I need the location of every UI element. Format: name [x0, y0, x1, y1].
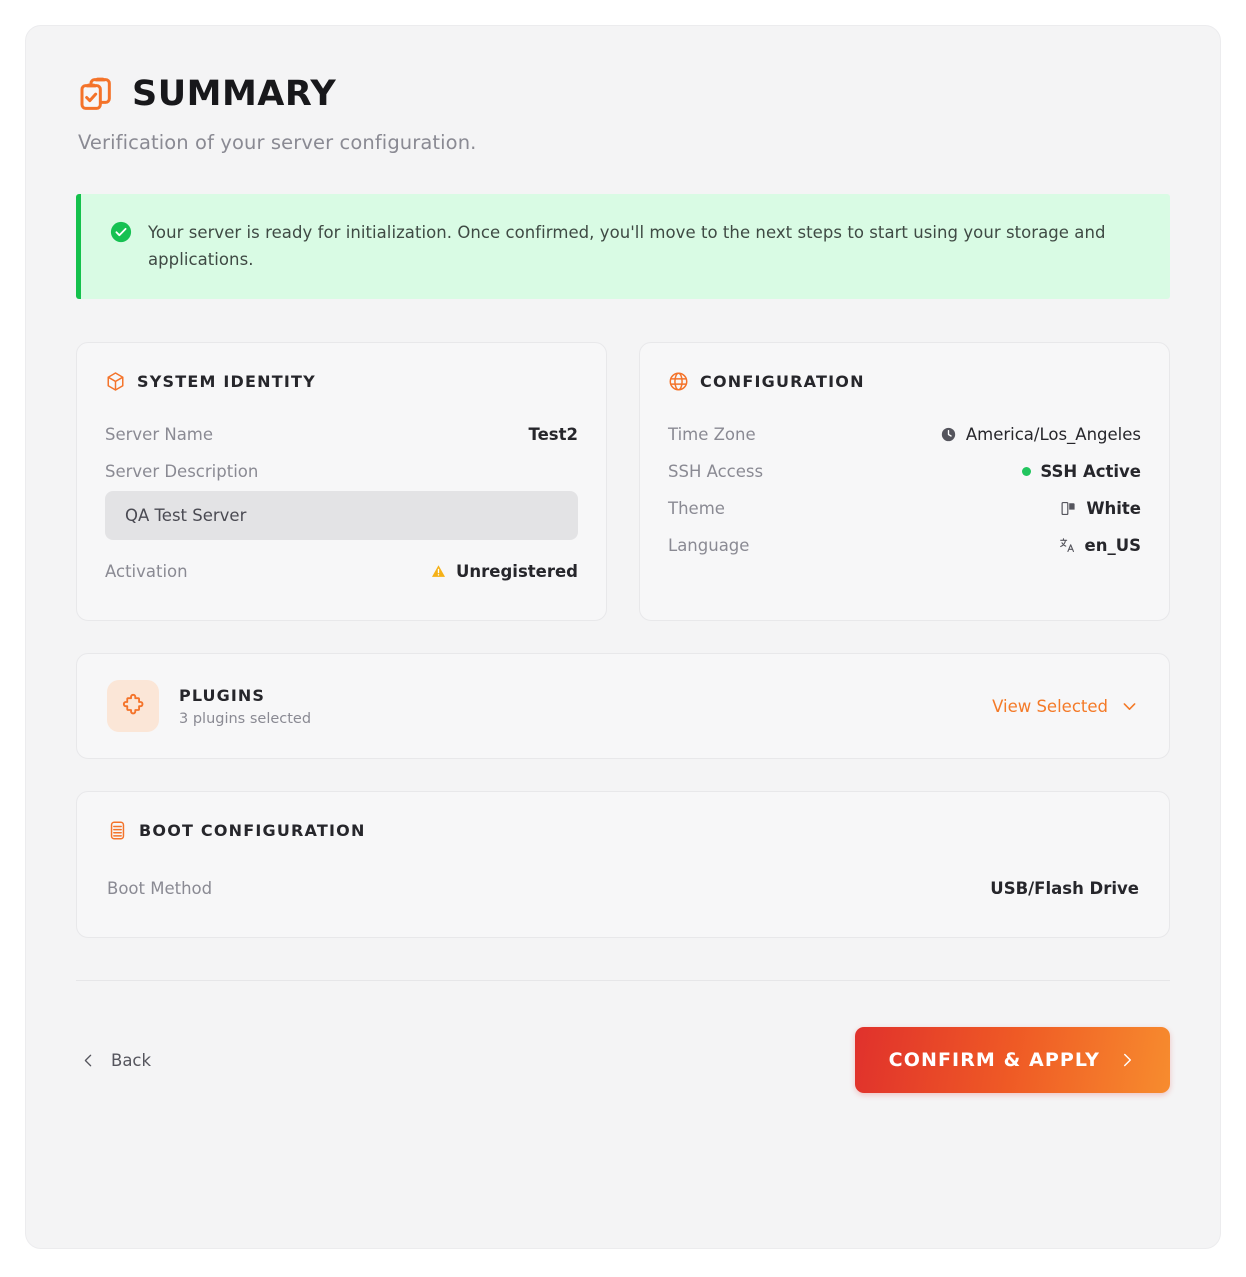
- plugins-strip[interactable]: PLUGINS 3 plugins selected View Selected: [76, 653, 1170, 760]
- chevron-down-icon: [1120, 697, 1139, 716]
- status-banner-text: Your server is ready for initialization.…: [148, 223, 1106, 269]
- ssh-label: SSH Access: [668, 462, 764, 482]
- translate-icon: [1059, 537, 1076, 554]
- activation-row: Activation Unregistered: [105, 540, 578, 590]
- activation-label: Activation: [105, 562, 188, 582]
- back-label: Back: [111, 1050, 152, 1070]
- plugins-text-group: PLUGINS 3 plugins selected: [179, 686, 311, 727]
- clipboard-check-icon: [76, 74, 116, 114]
- ssh-row: SSH Access SSH Active: [668, 453, 1141, 490]
- server-description-field: QA Test Server: [105, 491, 578, 541]
- ssh-value-group: SSH Active: [1022, 462, 1141, 481]
- system-identity-title: SYSTEM IDENTITY: [137, 372, 316, 392]
- theme-label: Theme: [668, 499, 725, 519]
- confirm-and-apply-button[interactable]: CONFIRM & APPLY: [854, 1027, 1170, 1094]
- view-selected-button[interactable]: View Selected: [992, 697, 1139, 716]
- theme-panel-icon: [1060, 500, 1077, 517]
- status-banner: Your server is ready for initialization.…: [76, 194, 1170, 300]
- timezone-value-group: America/Los_Angeles: [940, 425, 1141, 444]
- boot-method-label: Boot Method: [107, 879, 213, 899]
- confirm-and-apply-label: CONFIRM & APPLY: [888, 1049, 1100, 1072]
- server-name-label: Server Name: [105, 425, 214, 445]
- theme-value: White: [1086, 499, 1141, 519]
- server-name-value: Test2: [528, 425, 578, 445]
- summary-panel: SUMMARY Verification of your server conf…: [25, 25, 1221, 1249]
- box-icon: [105, 371, 126, 392]
- boot-configuration-header: BOOT CONFIGURATION: [107, 820, 1139, 841]
- wizard-footer: Back CONFIRM & APPLY: [76, 981, 1170, 1094]
- back-button[interactable]: Back: [76, 1045, 155, 1076]
- language-row: Language en_US: [668, 527, 1141, 564]
- ssh-status-text: SSH Active: [1040, 462, 1141, 482]
- summary-cards: SYSTEM IDENTITY Server Name Test2 Server…: [76, 342, 1170, 622]
- timezone-value: America/Los_Angeles: [965, 425, 1141, 445]
- boot-method-value: USB/Flash Drive: [990, 879, 1139, 899]
- configuration-title: CONFIGURATION: [700, 372, 865, 392]
- language-value-group: en_US: [1059, 536, 1141, 555]
- activation-value-group: Unregistered: [430, 562, 578, 581]
- server-name-row: Server Name Test2: [105, 416, 578, 453]
- plugins-subtitle: 3 plugins selected: [179, 710, 312, 727]
- timezone-row: Time Zone America/Los_Angeles: [668, 416, 1141, 453]
- system-identity-header: SYSTEM IDENTITY: [105, 371, 578, 392]
- boot-configuration-card: BOOT CONFIGURATION Boot Method USB/Flash…: [76, 791, 1170, 939]
- clock-icon: [940, 426, 957, 443]
- warning-triangle-icon: [430, 563, 447, 580]
- theme-row: Theme White: [668, 490, 1141, 527]
- check-circle-icon: [110, 220, 132, 247]
- boot-method-row: Boot Method USB/Flash Drive: [107, 865, 1139, 907]
- database-icon: [107, 820, 128, 841]
- language-value: en_US: [1084, 536, 1141, 556]
- footer-divider: [76, 980, 1170, 982]
- configuration-header: CONFIGURATION: [668, 371, 1141, 392]
- page-title: SUMMARY: [132, 73, 337, 114]
- boot-configuration-title: BOOT CONFIGURATION: [139, 821, 366, 841]
- timezone-label: Time Zone: [668, 425, 756, 445]
- theme-value-group: White: [1060, 499, 1141, 518]
- system-identity-card: SYSTEM IDENTITY Server Name Test2 Server…: [76, 342, 607, 622]
- page-header: SUMMARY: [76, 74, 1170, 114]
- chevron-right-icon: [1118, 1051, 1136, 1069]
- page-subtitle: Verification of your server configuratio…: [78, 131, 477, 154]
- configuration-card: CONFIGURATION Time Zone America/Los_Ange…: [639, 342, 1170, 622]
- plugins-title: PLUGINS: [179, 685, 266, 705]
- globe-icon: [668, 371, 689, 392]
- activation-status-text: Unregistered: [456, 562, 578, 582]
- status-dot-icon: [1022, 467, 1032, 477]
- puzzle-icon: [107, 680, 159, 733]
- chevron-left-icon: [80, 1052, 97, 1069]
- language-label: Language: [668, 536, 750, 556]
- server-description-label: Server Description: [105, 462, 259, 482]
- view-selected-label: View Selected: [992, 696, 1108, 716]
